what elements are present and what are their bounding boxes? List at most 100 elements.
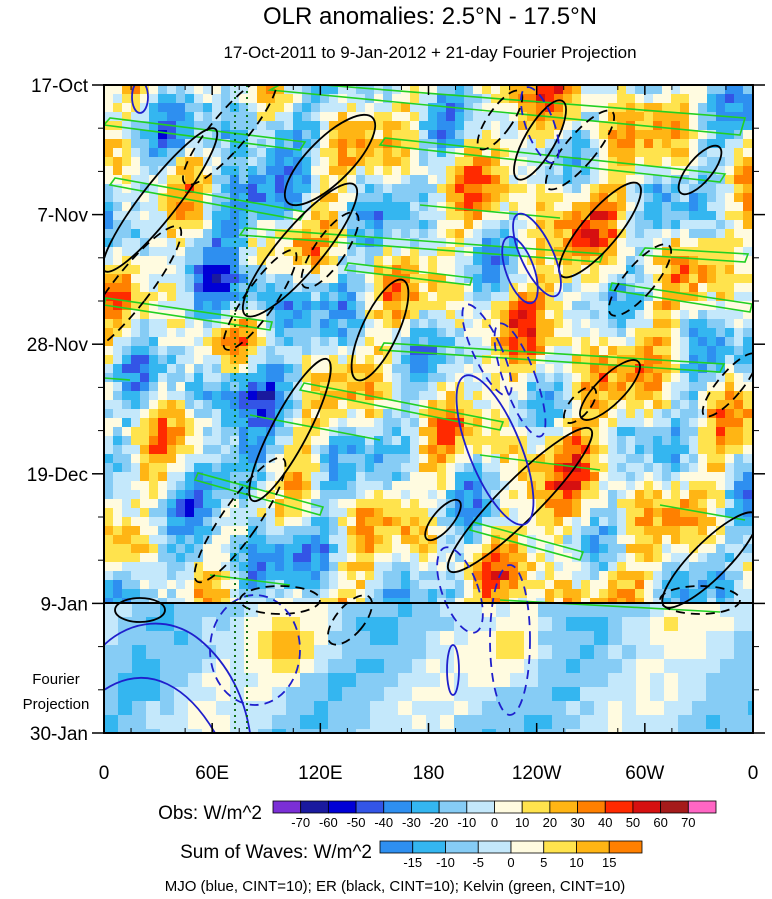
- obs-cell: [347, 274, 357, 284]
- obs-cell: [374, 553, 384, 563]
- obs-cell: [635, 103, 645, 113]
- obs-cell: [113, 103, 123, 113]
- obs-cell: [509, 148, 519, 158]
- obs-cell: [707, 553, 717, 563]
- obs-cell: [572, 229, 582, 239]
- obs-cell: [743, 247, 753, 257]
- proj-cell: [314, 701, 329, 716]
- obs-cell: [635, 355, 645, 365]
- obs-cell: [356, 256, 366, 266]
- obs-cell: [554, 499, 564, 509]
- proj-cell: [132, 659, 147, 674]
- obs-cell: [293, 391, 303, 401]
- obs-cell: [356, 472, 366, 482]
- obs-cell: [734, 292, 744, 302]
- proj-cell: [356, 673, 371, 688]
- obs-cell: [275, 598, 285, 603]
- obs-cell: [140, 265, 150, 275]
- obs-cell: [599, 175, 609, 185]
- obs-cell: [401, 454, 411, 464]
- obs-cell: [464, 274, 474, 284]
- obs-cell: [545, 562, 555, 572]
- kelvin-contour: [104, 297, 273, 331]
- obs-cell: [743, 463, 753, 473]
- obs-cell: [500, 571, 510, 581]
- obs-cell: [185, 418, 195, 428]
- obs-cell: [185, 94, 195, 104]
- obs-cell: [356, 364, 366, 374]
- obs-cell: [491, 562, 501, 572]
- obs-cell: [536, 364, 546, 374]
- obs-cell: [545, 373, 555, 383]
- obs-cell: [302, 229, 312, 239]
- obs-cell: [734, 436, 744, 446]
- obs-cell: [734, 328, 744, 338]
- obs-cell: [707, 535, 717, 545]
- obs-cell: [635, 130, 645, 140]
- obs-cell: [428, 346, 438, 356]
- obs-cell: [644, 94, 654, 104]
- obs-cell: [104, 256, 114, 266]
- obs-cell: [617, 274, 627, 284]
- obs-cell: [473, 202, 483, 212]
- obs-cell: [491, 247, 501, 257]
- obs-cell: [365, 346, 375, 356]
- obs-cell: [356, 85, 366, 95]
- obs-cell: [545, 499, 555, 509]
- obs-cell: [464, 481, 474, 491]
- obs-cell: [410, 265, 420, 275]
- obs-cell: [536, 85, 546, 95]
- proj-cell: [720, 715, 735, 730]
- obs-cell: [662, 337, 672, 347]
- obs-cell: [428, 391, 438, 401]
- obs-cell: [617, 553, 627, 563]
- obs-cell: [590, 454, 600, 464]
- obs-cell: [374, 400, 384, 410]
- obs-cell: [212, 598, 222, 603]
- proj-cell: [552, 701, 567, 716]
- obs-cell: [338, 391, 348, 401]
- obs-cell: [167, 463, 177, 473]
- obs-cell: [113, 229, 123, 239]
- proj-cell: [454, 715, 469, 730]
- obs-cell: [437, 103, 447, 113]
- proj-cell: [538, 631, 553, 646]
- obs-cell: [455, 310, 465, 320]
- obs-cell: [176, 175, 186, 185]
- obs-cell: [140, 391, 150, 401]
- obs-cell: [482, 499, 492, 509]
- obs-cell: [734, 301, 744, 311]
- obs-cell: [194, 481, 204, 491]
- colorbar-level-label: -10: [436, 855, 455, 870]
- obs-cell: [221, 166, 231, 176]
- proj-cell: [258, 729, 273, 733]
- x-tick-label: 120W: [512, 763, 562, 784]
- obs-cell: [311, 490, 321, 500]
- obs-cell: [122, 517, 132, 527]
- obs-cell: [149, 463, 159, 473]
- obs-cell: [176, 391, 186, 401]
- colorbar-level-label: 50: [626, 815, 640, 830]
- obs-cell: [635, 238, 645, 248]
- obs-cell: [644, 139, 654, 149]
- obs-cell: [302, 328, 312, 338]
- obs-cell: [185, 328, 195, 338]
- obs-cell: [662, 445, 672, 455]
- obs-cell: [113, 310, 123, 320]
- obs-cell: [149, 571, 159, 581]
- obs-cell: [599, 211, 609, 221]
- obs-cell: [518, 121, 528, 131]
- obs-cell: [140, 553, 150, 563]
- obs-cell: [617, 319, 627, 329]
- obs-cell: [104, 598, 114, 603]
- obs-cell: [464, 454, 474, 464]
- obs-cell: [725, 301, 735, 311]
- obs-cell: [635, 328, 645, 338]
- proj-cell: [244, 631, 259, 646]
- obs-cell: [122, 112, 132, 122]
- obs-cell: [302, 508, 312, 518]
- obs-cell: [644, 382, 654, 392]
- obs-cell: [230, 517, 240, 527]
- obs-cell: [248, 571, 258, 581]
- obs-cell: [239, 229, 249, 239]
